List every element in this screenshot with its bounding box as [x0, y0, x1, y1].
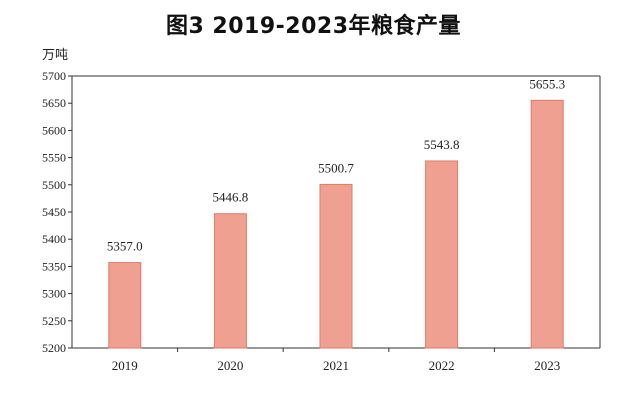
- x-tick-label: 2022: [429, 358, 455, 373]
- y-tick-label: 5650: [42, 96, 66, 110]
- axes: 5200 5250 5300 5350 5400 5450 5500 5550 5600 5650…: [42, 69, 601, 373]
- y-tick-label: 5300: [42, 287, 66, 301]
- y-tick-label: 5550: [42, 151, 66, 165]
- y-axis-unit-label: 万吨: [42, 48, 69, 63]
- bars: [108, 99, 564, 349]
- x-tick-label: 2021: [323, 358, 349, 373]
- bar: [530, 99, 564, 349]
- y-tick-label: 5400: [42, 232, 66, 246]
- x-tick-label: 2019: [112, 358, 138, 373]
- chart-title: 图3 2019-2023年粮食产量: [165, 14, 462, 39]
- y-tick-label: 5200: [42, 341, 66, 355]
- bar: [425, 160, 459, 349]
- y-tick-label: 5600: [42, 123, 66, 137]
- y-tick-label: 5700: [42, 69, 66, 83]
- bar: [108, 262, 142, 349]
- data-label: 5655.3: [529, 76, 565, 91]
- y-tick-label: 5500: [42, 178, 66, 192]
- y-tick-label: 5350: [42, 259, 66, 273]
- data-label: 5357.0: [107, 239, 143, 254]
- data-label: 5500.7: [318, 160, 354, 175]
- x-tick-label: 2023: [534, 358, 560, 373]
- y-tick-label: 5450: [42, 205, 66, 219]
- data-label: 5543.8: [424, 137, 460, 152]
- bar: [319, 183, 353, 349]
- bar: [213, 213, 247, 349]
- data-label: 5446.8: [213, 190, 249, 205]
- x-tick-label: 2020: [217, 358, 243, 373]
- y-tick-label: 5250: [42, 314, 66, 328]
- value-labels: 5357.0 5446.8 5500.7 5543.8 5655.3: [107, 76, 565, 253]
